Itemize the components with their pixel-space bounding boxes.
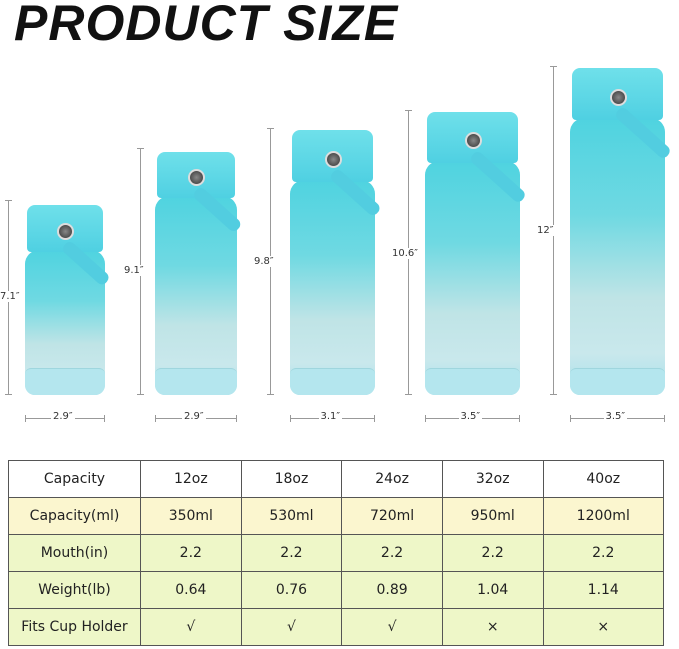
table-cell: √ [240, 608, 343, 646]
bottle-base [570, 368, 665, 395]
table-cell: × [542, 608, 664, 646]
table-cell: 32oz [441, 460, 544, 498]
table-row: Fits Cup Holder √ √ √ × × [8, 608, 664, 646]
width-label: 3.5″ [603, 411, 628, 422]
lid-knob [609, 88, 627, 106]
bottle-body [290, 180, 375, 395]
table-row: Capacity 12oz 18oz 24oz 32oz 40oz [8, 460, 664, 498]
spec-table: Capacity 12oz 18oz 24oz 32oz 40oz Capacity(ml)… [8, 460, 664, 646]
bottle-base [25, 368, 105, 395]
height-label: 10.6″ [390, 248, 421, 259]
width-label: 3.5″ [458, 411, 483, 422]
bottle-body [570, 118, 665, 395]
table-cell: 2.2 [542, 534, 664, 572]
width-label: 2.9″ [51, 411, 75, 422]
bottle-2 [155, 152, 243, 395]
row-header: Mouth(in) [8, 534, 141, 572]
table-cell: 0.89 [341, 571, 443, 609]
table-cell: 0.64 [140, 571, 242, 609]
lid-knob [324, 150, 342, 168]
bottle-body [155, 196, 237, 395]
table-cell: 2.2 [341, 534, 443, 572]
table-cell: 0.76 [240, 571, 343, 609]
row-header: Weight(lb) [8, 571, 141, 609]
table-cell: 950ml [441, 497, 544, 535]
table-cell: √ [140, 608, 242, 646]
table-cell: 2.2 [441, 534, 544, 572]
lid-knob [57, 222, 74, 240]
width-label: 3.1″ [318, 411, 343, 422]
row-header: Capacity(ml) [8, 497, 141, 535]
width-label: 2.9″ [182, 411, 206, 422]
table-cell: 720ml [341, 497, 443, 535]
bottle-5 [570, 68, 672, 395]
lid-knob [464, 132, 482, 150]
table-cell: 350ml [140, 497, 242, 535]
bottle-body [425, 161, 520, 395]
table-cell: 530ml [240, 497, 343, 535]
bottle-base [290, 368, 375, 395]
table-row: Mouth(in) 2.2 2.2 2.2 2.2 2.2 [8, 534, 664, 572]
height-label: 7.1″ [0, 291, 22, 302]
table-cell: 2.2 [240, 534, 343, 572]
row-header: Fits Cup Holder [8, 608, 141, 646]
height-label: 9.1″ [122, 265, 146, 276]
table-cell: 1200ml [542, 497, 664, 535]
row-header: Capacity [8, 460, 141, 498]
table-cell: 1.14 [542, 571, 664, 609]
bottle-base [425, 368, 520, 395]
table-cell: 18oz [240, 460, 343, 498]
table-row: Capacity(ml) 350ml 530ml 720ml 950ml 1200ml [8, 497, 664, 535]
table-cell: 12oz [140, 460, 242, 498]
bottle-base [155, 368, 237, 395]
table-cell: 24oz [341, 460, 443, 498]
bottle-4 [425, 112, 527, 395]
bottle-1 [25, 205, 111, 395]
height-label: 9.8″ [252, 256, 276, 267]
table-cell: × [441, 608, 544, 646]
table-cell: 40oz [542, 460, 664, 498]
table-row: Weight(lb) 0.64 0.76 0.89 1.04 1.14 [8, 571, 664, 609]
lid-knob [188, 169, 205, 187]
bottle-3 [290, 130, 382, 395]
table-cell: 1.04 [441, 571, 544, 609]
table-cell: 2.2 [140, 534, 242, 572]
page-title: PRODUCT SIZE [14, 0, 399, 51]
table-cell: √ [341, 608, 443, 646]
height-label: 12″ [535, 225, 556, 236]
